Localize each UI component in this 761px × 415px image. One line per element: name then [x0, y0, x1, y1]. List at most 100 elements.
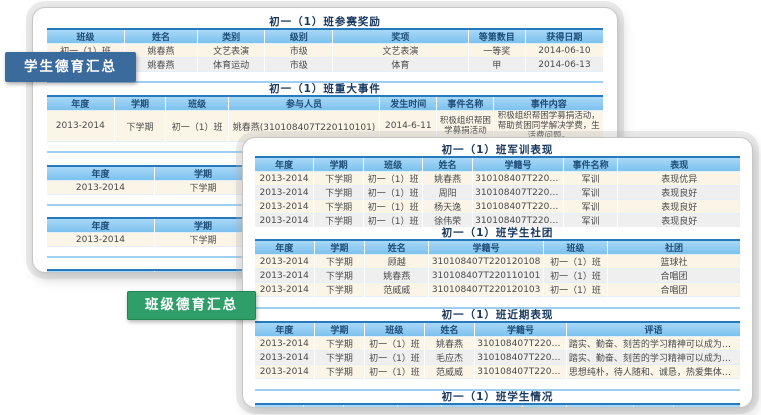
column-header: 年度: [255, 157, 314, 172]
table-title: 初一（1）班近期表现: [441, 309, 554, 321]
table-row: 2013-2014下学期初一（1）班范威威310108407T220120103…: [255, 364, 740, 379]
table-cell: 姚春燕: [364, 268, 429, 283]
column-header: 发生时间: [379, 96, 437, 111]
table-cell: 下学期: [313, 350, 365, 365]
military-training-table: 年度 学期 班级 姓名 学籍号 事件名称 表现 2013-2014 下学期 初一（1）班 姚春燕 31…: [255, 156, 740, 227]
table-row: 2013-2014 下学期 姚春燕 310108407T220110101 初一（1）班…: [255, 268, 740, 283]
column-header: 记录时间: [673, 404, 740, 407]
class-summary-label: 班级德育汇总: [127, 291, 256, 320]
table-empty-cell: [255, 296, 740, 309]
table-cell: 篮球社: [607, 254, 740, 269]
table-title: 初一（1）班参赛奖励: [269, 16, 381, 28]
table-cell: 2013-2014: [47, 180, 155, 195]
column-header: 类别: [196, 29, 265, 44]
column-header: 姓名: [396, 404, 442, 407]
table-row: 2013-2014 下学期 顾越 310108407T220120108 初一（1）班篮…: [255, 254, 740, 269]
column-header: 学生情况: [521, 404, 567, 407]
column-header: 学籍号: [428, 240, 544, 255]
table-cell: 310108407T220110101: [428, 268, 544, 283]
class-summary-card: 初一（1）班军训表现 年度 学期 班级 姓名 学籍号 事件名称 表现 2013-2014 下学期…: [242, 137, 753, 408]
table-cell: 下学期: [313, 268, 365, 283]
column-header: 记录人: [632, 404, 674, 407]
table-empty-row: [255, 296, 740, 309]
table-cell: 310108407T220120124: [472, 185, 564, 200]
table-cell: 310108407T220120125: [472, 199, 564, 214]
table-cell: 310108407T220120108: [428, 254, 544, 269]
column-header: 姓名: [364, 240, 429, 255]
table-cell: 下学期: [313, 282, 365, 297]
table-cell: 下学期: [313, 171, 364, 186]
table-cell: 初一（1）班: [363, 199, 423, 214]
column-header: 年度: [47, 270, 155, 272]
table-header-row: 班级 姓名 类别 级别 奖项 等第数目 获得日期: [47, 29, 603, 44]
column-header: 学期: [153, 166, 252, 181]
student-status-table: 年度学期班级姓名学籍号学生情况情况说明记录人记录时间2013-2014下学期初一…: [255, 403, 740, 407]
table-cell: 初一（1）班: [363, 185, 423, 200]
column-header: 学期: [313, 240, 365, 255]
table-cell: 文艺表演: [196, 43, 265, 58]
table-cell: 思想纯朴，待人随和、诚恳，热爱集体，乐意...: [565, 364, 740, 379]
student-summary-label: 学生德育汇总: [5, 52, 136, 82]
table-cell: 甲: [467, 57, 526, 72]
table-cell: 310108407T220120103: [474, 364, 567, 379]
table-cell: 下学期: [313, 336, 365, 351]
table-row: 2013-2014 下学期 范威威 310108407T220120103 初一（1）班…: [255, 282, 740, 297]
table-title: 初一（1）班重大事件: [269, 83, 381, 95]
table-header-row: 年度 学期 班级 姓名 学籍号 事件名称 表现: [255, 157, 740, 172]
table-cell: 表现良好: [617, 185, 740, 200]
column-header: 表现: [617, 157, 740, 172]
table-cell: 初一（1）班: [363, 213, 423, 227]
table-cell: 2013-2014: [255, 350, 315, 365]
column-header: 姓名: [422, 157, 473, 172]
column-header: 等第数目: [467, 29, 526, 44]
table-cell: 周阳: [422, 185, 473, 200]
column-header: 班级: [47, 29, 125, 44]
column-header: 学期: [153, 270, 252, 272]
table-cell: 310108407T220120126: [472, 213, 564, 227]
table-cell: 姚春燕: [423, 336, 475, 351]
table-cell: 2013-2014: [255, 213, 314, 227]
table-empty-row: [255, 378, 740, 391]
table-cell: 市级: [264, 43, 333, 58]
table-cell: 2014-06-13: [524, 57, 603, 72]
column-header: 年度: [47, 166, 155, 181]
table-cell: 2014-06-10: [524, 43, 603, 58]
table-cell: 310108407T220110118: [474, 350, 567, 365]
table-cell: 初一（1）班: [542, 282, 608, 297]
column-header: 奖项: [332, 29, 469, 44]
column-header: 参与人员: [227, 96, 380, 111]
table-cell: 市级: [264, 57, 333, 72]
column-header: 班级: [343, 404, 398, 407]
table-cell: 初一（1）班: [363, 171, 423, 186]
table-cell: 下学期: [313, 364, 365, 379]
table-cell: 310108407T220120103: [428, 282, 544, 297]
column-header: 年度: [255, 240, 315, 255]
column-header: 事件内容: [493, 96, 603, 111]
column-header: 姓名: [124, 29, 198, 44]
table-cell: 姚春燕: [422, 171, 473, 186]
table-cell: 2013-2014: [255, 282, 315, 297]
table-cell: 体育运动: [196, 57, 265, 72]
column-header: 社团: [607, 240, 740, 255]
table-cell: 下学期: [313, 199, 364, 214]
student-club-table: 年度 学期 姓名 学籍号 班级 社团 2013-2014 下学期 顾越 310108407T220…: [255, 239, 740, 309]
table-header-row: 年度 学期 班级 姓名 学籍号 评语: [255, 322, 740, 337]
table-header-row: 年度 学期 班级 参与人员 发生时间 事件名称 事件内容: [47, 96, 603, 111]
table-cell: 初一（1）班: [364, 350, 425, 365]
table-cell: 下学期: [153, 180, 252, 195]
table-cell: 合唱团: [607, 282, 740, 297]
table-title: 初一（1）班军训表现: [441, 144, 554, 156]
table-empty-row: [47, 71, 603, 83]
column-header: 姓名: [423, 322, 475, 337]
table-cell: 徐伟荣: [422, 213, 473, 227]
table-cell: 初一（1）班: [542, 254, 608, 269]
column-header: 年度: [255, 322, 315, 337]
table-cell: 表现良好: [617, 213, 740, 227]
table-cell: 2013-2014: [47, 110, 115, 142]
table-cell: 下学期: [313, 213, 364, 227]
column-header: 学期: [303, 404, 344, 407]
table-row: 2013-2014下学期初一（1）班周阳310108407T220120124军…: [255, 185, 740, 200]
column-header: 班级: [165, 96, 229, 111]
table-empty-cell: [255, 378, 740, 391]
column-header: 级别: [264, 29, 333, 44]
